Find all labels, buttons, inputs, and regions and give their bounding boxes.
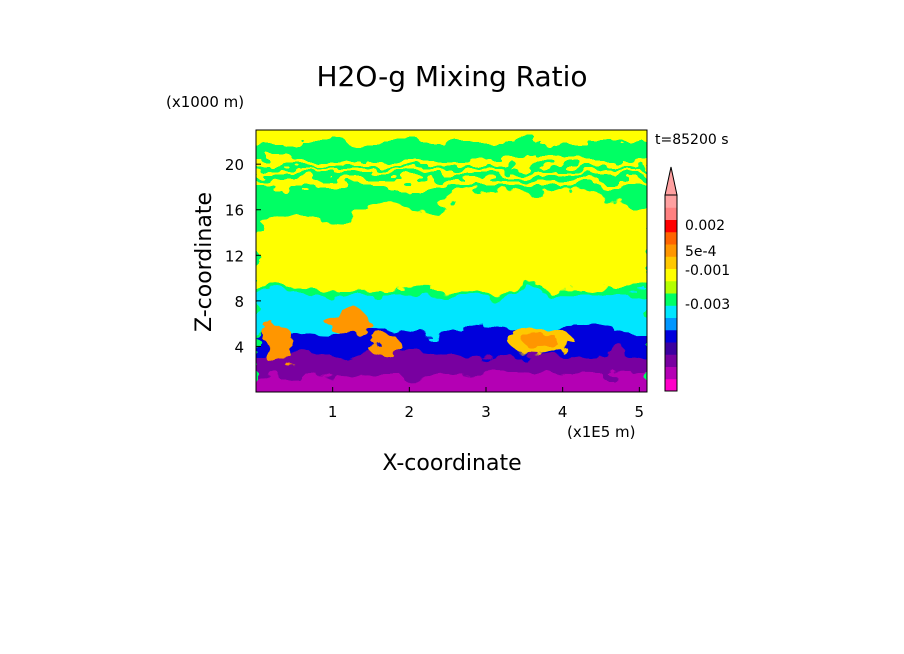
x-axis: 1 2 3 4 5 xyxy=(328,387,644,421)
chart-title: H2O-g Mixing Ratio xyxy=(316,60,587,93)
colorbar-segment xyxy=(665,329,677,343)
colorbar-segment xyxy=(665,366,677,380)
colorbar-segment xyxy=(665,195,677,208)
colorbar-label: -0.001 xyxy=(685,263,730,279)
x-tick-label: 2 xyxy=(405,403,415,421)
colorbar-segment xyxy=(665,219,677,233)
y-axis-label: Z-coordinate xyxy=(192,192,217,332)
moist-plume xyxy=(264,323,292,367)
x-scale-label: (x1E5 m) xyxy=(567,423,636,441)
y-tick-label: 8 xyxy=(234,293,244,311)
colorbar-label: 0.002 xyxy=(685,218,725,234)
colorbar-segment xyxy=(665,268,677,282)
y-tick-label: 20 xyxy=(225,156,244,174)
y-tick-label: 12 xyxy=(225,247,244,265)
colorbar-segment xyxy=(665,342,677,355)
colorbar-segment xyxy=(665,378,677,392)
colorbar-segment xyxy=(665,317,677,331)
y-axis: 4 8 12 16 20 xyxy=(225,156,261,356)
x-tick-label: 5 xyxy=(635,403,645,421)
colorbar-segment xyxy=(665,256,677,269)
colorbar-frame xyxy=(664,194,678,392)
moist-plume xyxy=(326,310,370,334)
plot-frame xyxy=(255,129,648,393)
moist-plume xyxy=(522,333,558,347)
colorbar-label: -0.003 xyxy=(685,297,730,313)
colorbar-label: 5e-4 xyxy=(685,244,717,260)
colorbar-extend-arrow xyxy=(664,166,678,196)
colorbar-segment xyxy=(665,280,677,294)
colorbar-segment xyxy=(665,293,677,306)
surface-layer xyxy=(256,373,647,392)
y-tick-label: 16 xyxy=(225,202,244,220)
colorbar-segment xyxy=(665,244,677,257)
colorbar-segment xyxy=(665,207,677,220)
x-tick-label: 4 xyxy=(558,403,568,421)
x-tick-label: 1 xyxy=(328,403,338,421)
colorbar: 0.002 5e-4 -0.001 -0.003 xyxy=(664,166,730,392)
x-tick-label: 3 xyxy=(481,403,491,421)
y-tick-label: 4 xyxy=(234,338,244,356)
x-axis-label: X-coordinate xyxy=(382,451,521,476)
plot-area xyxy=(255,129,648,393)
upper-band xyxy=(256,130,647,142)
upper-stripe xyxy=(256,180,647,186)
time-label: t=85200 s xyxy=(655,132,729,148)
colorbar-segment xyxy=(665,354,677,367)
y-scale-label: (x1000 m) xyxy=(166,93,244,111)
moist-plume xyxy=(368,333,400,357)
troposphere-moist-region xyxy=(256,189,647,291)
colorbar-segment xyxy=(665,231,677,245)
contour-field xyxy=(256,130,647,392)
upper-stripe xyxy=(256,170,647,174)
colorbar-segment xyxy=(665,305,677,318)
upper-stripe xyxy=(256,160,647,166)
